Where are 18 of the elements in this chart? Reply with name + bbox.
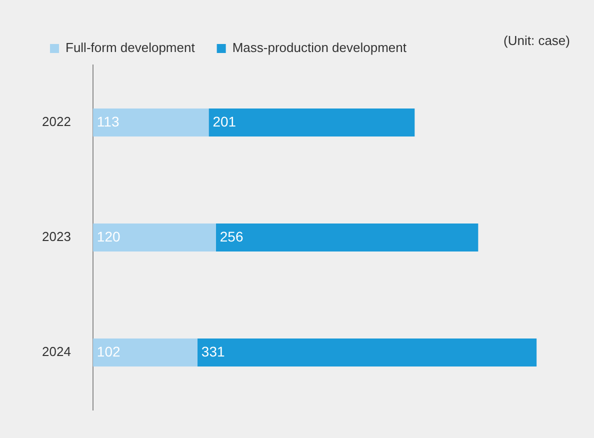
y-tick-label: 2024 [42, 344, 71, 360]
data-label: 201 [212, 113, 236, 130]
bar [208, 108, 415, 136]
bar [92, 224, 216, 252]
data-label: 120 [96, 228, 120, 244]
y-tick-label: 2023 [42, 229, 71, 244]
data-label: 256 [220, 228, 244, 244]
legend-label: Full-form development [66, 40, 196, 56]
bar [216, 224, 478, 252]
legend-label: Mass-production development [232, 40, 407, 56]
bar [197, 338, 537, 366]
data-label: 113 [96, 113, 120, 130]
data-label: 331 [201, 343, 226, 360]
bar [92, 108, 209, 136]
text: (Unit: case) [504, 33, 570, 48]
data-label: 102 [96, 343, 120, 360]
bar [92, 338, 198, 366]
y-tick-label: 2022 [42, 114, 71, 130]
